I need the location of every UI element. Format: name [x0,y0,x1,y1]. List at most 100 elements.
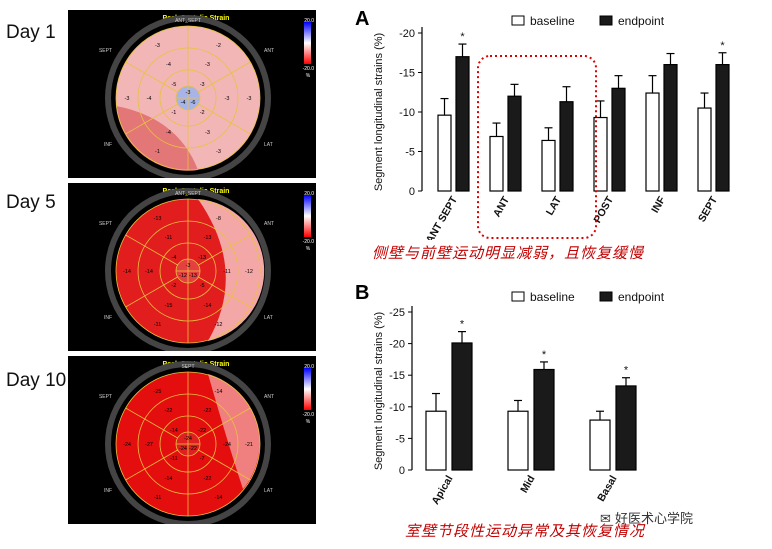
wall-label: LAT [264,142,273,148]
segment-value: -3 [186,263,191,269]
segment-value: -2 [171,283,176,289]
segment-divider [125,103,178,135]
segment-value: -22 [165,408,173,414]
y-tick-label: -10 [389,402,405,414]
legend-swatch-endpoint [599,291,613,302]
scale-min-label: -20.0 [303,66,315,72]
bar-baseline [697,107,712,192]
segment-value: -27 [145,442,153,448]
bar-endpoint [663,63,678,192]
x-tick-label: SEPT [696,194,720,224]
outer-ring [105,361,271,524]
y-tick-label: -15 [399,68,415,80]
segment-value: -3 [186,90,191,96]
color-scale-bar [304,22,311,64]
segment-value: -22 [189,446,197,452]
segment-value: -4 [171,255,176,261]
segment-value: -24 [223,442,231,448]
bullseye-panel-day5: Peak Systolic Strain 20.0 -20.0% ANT_SEPT AN… [68,183,316,351]
scale-max-label: 20.0 [304,364,314,370]
segment-value: -1 [155,149,160,155]
segment-value: -3 [225,96,230,102]
segment-value: -3 [247,96,252,102]
bullseye-panel-day1: Peak Systolic Strain 20.0 -20.0% ANT_SEPT AN… [68,10,316,178]
y-axis-title: Segment longitudinal strains (%) [373,33,385,191]
color-scale-bar [304,195,311,237]
segment-value: -1 [171,110,176,116]
segment-divider [125,61,178,93]
segment-value: -3 [200,82,205,88]
legend-swatch-baseline [511,291,525,302]
bar-baseline [541,139,556,192]
day-label-5: Day 5 [6,192,56,213]
segment-value: -12 [179,273,187,279]
wall-label: INF [104,488,112,494]
legend-swatch-endpoint [599,15,613,26]
wall-label: ANT_SEPT [175,191,201,197]
wall-label: SEPT [99,48,112,54]
segment-value: -14 [145,269,153,275]
bar-baseline [437,114,452,192]
wall-label: SEPT [99,221,112,227]
segment-divider [198,276,251,308]
wechat-icon: ✉ [600,512,616,527]
watermark-text: 好医术心学院 [615,512,694,527]
legend-label-endpoint: endpoint [618,14,665,28]
y-tick-label: 0 [409,186,415,198]
wall-label: ANT [264,48,274,54]
y-tick-label: -15 [389,370,405,382]
x-tick-label: Mid [518,474,537,496]
strain-patch [116,106,198,171]
segment-value: -11 [165,235,173,241]
segment-divider [198,407,251,439]
y-tick-label: -10 [399,107,415,119]
segment-value: -2 [216,43,221,49]
segment-value: -21 [245,442,253,448]
x-tick-label: ANT [491,194,512,219]
segment-value: -14 [165,476,173,482]
scale-unit-label: % [306,246,311,252]
bar-endpoint [715,63,730,192]
y-tick-label: -5 [405,147,415,159]
bar-baseline [507,410,529,471]
y-tick-label: -25 [389,307,405,319]
legend-label-baseline: baseline [530,14,575,28]
outer-ring [105,188,271,351]
segment-value: -14 [215,495,223,501]
segment-value: -5 [200,283,205,289]
bar-endpoint [455,56,470,192]
legend-label-endpoint: endpoint [618,290,665,304]
segment-value: -15 [165,303,173,309]
caption-b: 室壁节段性运动异常及其恢复情况 [405,522,646,540]
legend-swatch-baseline [511,15,525,26]
y-tick-label: -5 [395,433,405,445]
significance-star: * [720,40,725,52]
segment-divider [125,449,178,481]
segment-value: -13 [204,235,212,241]
x-tick-label: LAT [544,194,565,218]
segment-divider [198,449,251,481]
segment-value: -24 [184,436,192,442]
segment-value: -4 [181,100,186,106]
segment-value: -8 [216,216,221,222]
significance-star: * [542,349,547,361]
segment-value: -13 [189,273,197,279]
scale-min-label: -20.0 [303,412,315,418]
segment-value: -3 [216,149,221,155]
bar-baseline [593,116,608,192]
segment-value: -7 [200,456,205,462]
x-tick-label: Basal [595,473,619,503]
bar-endpoint [611,87,626,192]
bar-endpoint [507,95,522,192]
segment-value: -11 [170,456,178,462]
segment-value: -11 [154,495,162,501]
day-label-10: Day 10 [6,370,67,391]
segment-value: -4 [166,62,171,68]
segment-value: -24 [123,442,131,448]
caption-a: 侧壁与前壁运动明显减弱，且恢复缓慢 [372,244,645,262]
segment-divider [125,276,178,308]
wall-label: SEPT [99,394,112,400]
segment-divider [198,234,251,266]
bar-chart-a: baseline endpoint 0 -5 -10 -15 -20 Segment long… [373,14,730,240]
segment-divider [198,103,251,135]
